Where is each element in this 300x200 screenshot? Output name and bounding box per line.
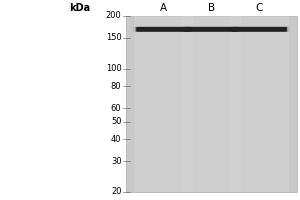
Text: kDa: kDa bbox=[69, 3, 90, 13]
FancyBboxPatch shape bbox=[181, 27, 242, 32]
Text: 200: 200 bbox=[106, 11, 122, 21]
Text: C: C bbox=[256, 3, 263, 13]
FancyBboxPatch shape bbox=[232, 27, 287, 32]
Text: 60: 60 bbox=[111, 104, 122, 113]
FancyBboxPatch shape bbox=[135, 27, 192, 32]
Text: B: B bbox=[208, 3, 215, 13]
FancyBboxPatch shape bbox=[136, 27, 191, 32]
Text: 50: 50 bbox=[111, 117, 122, 126]
FancyBboxPatch shape bbox=[183, 27, 240, 32]
Bar bbox=[134, 16, 193, 192]
Text: 150: 150 bbox=[106, 33, 122, 42]
Text: 40: 40 bbox=[111, 135, 122, 144]
Bar bbox=[230, 16, 289, 192]
Text: 20: 20 bbox=[111, 188, 122, 196]
Text: A: A bbox=[160, 3, 167, 13]
FancyBboxPatch shape bbox=[133, 27, 194, 32]
Bar bbox=[126, 16, 297, 192]
FancyBboxPatch shape bbox=[231, 27, 288, 32]
Text: 30: 30 bbox=[111, 157, 122, 166]
Text: 80: 80 bbox=[111, 82, 122, 91]
Text: 100: 100 bbox=[106, 64, 122, 73]
FancyBboxPatch shape bbox=[229, 27, 290, 32]
FancyBboxPatch shape bbox=[184, 27, 239, 32]
Bar bbox=[182, 16, 241, 192]
